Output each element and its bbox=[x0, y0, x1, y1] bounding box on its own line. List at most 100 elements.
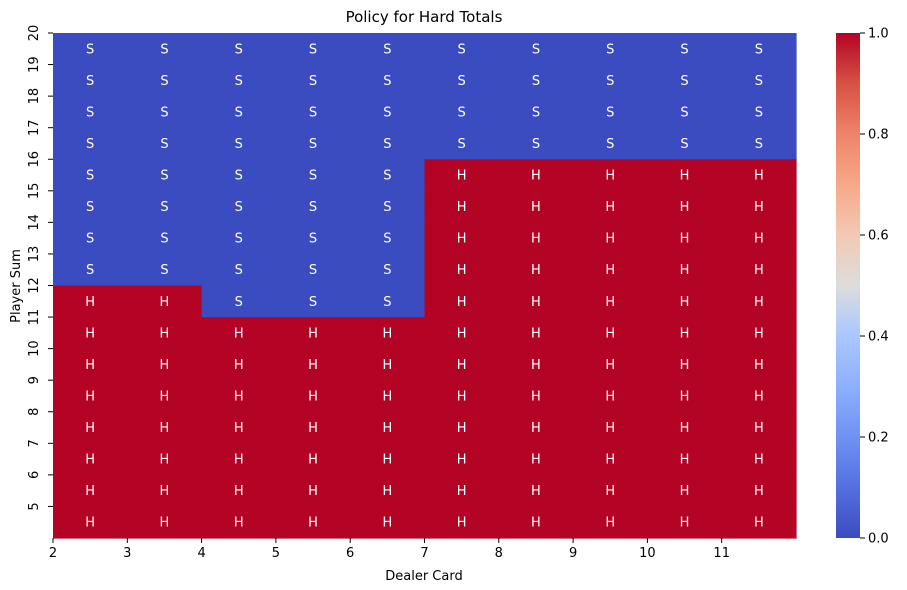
cell-annotation: H bbox=[754, 169, 764, 184]
cell-annotation: H bbox=[680, 263, 690, 278]
cell-annotation: S bbox=[86, 74, 94, 89]
heatmap-cell bbox=[350, 443, 426, 476]
cell-annotation: H bbox=[308, 389, 318, 404]
heatmap-cell bbox=[127, 411, 203, 444]
cell-annotation: S bbox=[86, 137, 94, 152]
cell-annotation: H bbox=[160, 326, 170, 341]
heatmap-cell bbox=[127, 96, 203, 129]
cell-annotation: S bbox=[160, 232, 168, 247]
heatmap-cell bbox=[573, 33, 648, 66]
heatmap-cell bbox=[721, 33, 797, 66]
cell-annotation: H bbox=[160, 453, 170, 468]
cell-annotation: S bbox=[532, 137, 540, 152]
heatmap-cell bbox=[201, 64, 277, 97]
heatmap-cell bbox=[127, 33, 203, 66]
cell-annotation: H bbox=[382, 516, 392, 531]
cell-annotation: H bbox=[680, 389, 690, 404]
cell-annotation: S bbox=[160, 263, 168, 278]
cell-annotation: H bbox=[85, 326, 95, 341]
heatmap-cell bbox=[127, 317, 203, 350]
cell-annotation: S bbox=[532, 74, 540, 89]
cell-annotation: H bbox=[308, 421, 318, 436]
y-tick-label: 17 bbox=[27, 119, 42, 136]
cell-annotation: S bbox=[86, 169, 94, 184]
heatmap-cell bbox=[127, 506, 203, 539]
colorbar-tick-label: 0.0 bbox=[868, 532, 889, 547]
y-tick-label: 20 bbox=[27, 25, 42, 42]
heatmap-cell bbox=[498, 96, 574, 129]
heatmap-cell bbox=[127, 64, 203, 97]
chart-title: Policy for Hard Totals bbox=[346, 8, 503, 26]
heatmap-cell bbox=[53, 159, 128, 192]
cell-annotation: S bbox=[309, 263, 317, 278]
heatmap-cell bbox=[721, 159, 797, 192]
cell-annotation: H bbox=[605, 169, 615, 184]
cell-annotation: H bbox=[605, 295, 615, 310]
cell-annotation: S bbox=[680, 105, 688, 120]
cell-annotation: H bbox=[85, 516, 95, 531]
cell-annotation: H bbox=[85, 484, 95, 499]
heatmap-cell bbox=[53, 33, 128, 66]
cell-annotation: H bbox=[160, 484, 170, 499]
heatmap-cell bbox=[721, 64, 797, 97]
cell-annotation: S bbox=[606, 74, 614, 89]
heatmap-cell bbox=[350, 506, 426, 539]
cell-annotation: H bbox=[382, 326, 392, 341]
heatmap-cell bbox=[573, 411, 648, 444]
cell-annotation: H bbox=[382, 421, 392, 436]
heatmap-cell bbox=[53, 348, 128, 381]
cell-annotation: H bbox=[160, 358, 170, 373]
heatmap-cell bbox=[498, 348, 574, 381]
heatmap-cell bbox=[350, 474, 426, 508]
cell-annotation: S bbox=[458, 137, 466, 152]
heatmap-cell bbox=[350, 159, 426, 192]
cell-annotation: S bbox=[383, 137, 391, 152]
cell-annotation: H bbox=[605, 484, 615, 499]
cell-annotation: H bbox=[457, 263, 467, 278]
heatmap-cell bbox=[721, 348, 797, 381]
cell-annotation: H bbox=[457, 389, 467, 404]
cell-annotation: H bbox=[531, 421, 541, 436]
cell-annotation: H bbox=[531, 263, 541, 278]
cell-annotation: H bbox=[382, 484, 392, 499]
y-tick-label: 10 bbox=[27, 340, 42, 357]
heatmap-cell bbox=[647, 474, 723, 508]
cell-annotation: H bbox=[234, 326, 244, 341]
cell-annotation: S bbox=[309, 137, 317, 152]
cell-annotation: H bbox=[85, 358, 95, 373]
heatmap-cell bbox=[350, 253, 426, 287]
cell-annotation: S bbox=[160, 74, 168, 89]
cell-annotation: S bbox=[309, 105, 317, 120]
heatmap-cell bbox=[424, 474, 500, 508]
cell-annotation: S bbox=[606, 42, 614, 57]
cell-annotation: H bbox=[457, 169, 467, 184]
cell-annotation: H bbox=[605, 453, 615, 468]
cell-annotation: S bbox=[309, 232, 317, 247]
cell-annotation: H bbox=[531, 232, 541, 247]
heatmap-cell bbox=[201, 348, 277, 381]
cell-annotation: S bbox=[383, 295, 391, 310]
cell-annotation: H bbox=[457, 200, 467, 215]
cell-annotation: S bbox=[86, 42, 94, 57]
heatmap-cell bbox=[721, 506, 797, 539]
colorbar-axis: 0.0 0.2 0.4 0.6 0.8 1.0 bbox=[860, 27, 889, 547]
cell-annotation: S bbox=[383, 263, 391, 278]
cell-annotation: S bbox=[86, 263, 94, 278]
cell-annotation: S bbox=[160, 137, 168, 152]
cell-annotation: H bbox=[754, 232, 764, 247]
heatmap-cell bbox=[424, 127, 500, 160]
cell-annotation: S bbox=[383, 169, 391, 184]
cell-annotation: H bbox=[85, 389, 95, 404]
x-tick-label: 7 bbox=[420, 546, 428, 561]
heatmap-cell bbox=[721, 285, 797, 318]
heatmap-cell bbox=[573, 348, 648, 381]
cell-annotation: H bbox=[754, 263, 764, 278]
heatmap-cell bbox=[498, 411, 574, 444]
cell-annotation: S bbox=[86, 232, 94, 247]
heatmap-cell bbox=[201, 96, 277, 129]
cell-annotation: H bbox=[680, 232, 690, 247]
cell-annotation: S bbox=[680, 42, 688, 57]
cell-annotation: H bbox=[754, 484, 764, 499]
heatmap-cell bbox=[350, 285, 426, 318]
heatmap-cell bbox=[275, 348, 351, 381]
